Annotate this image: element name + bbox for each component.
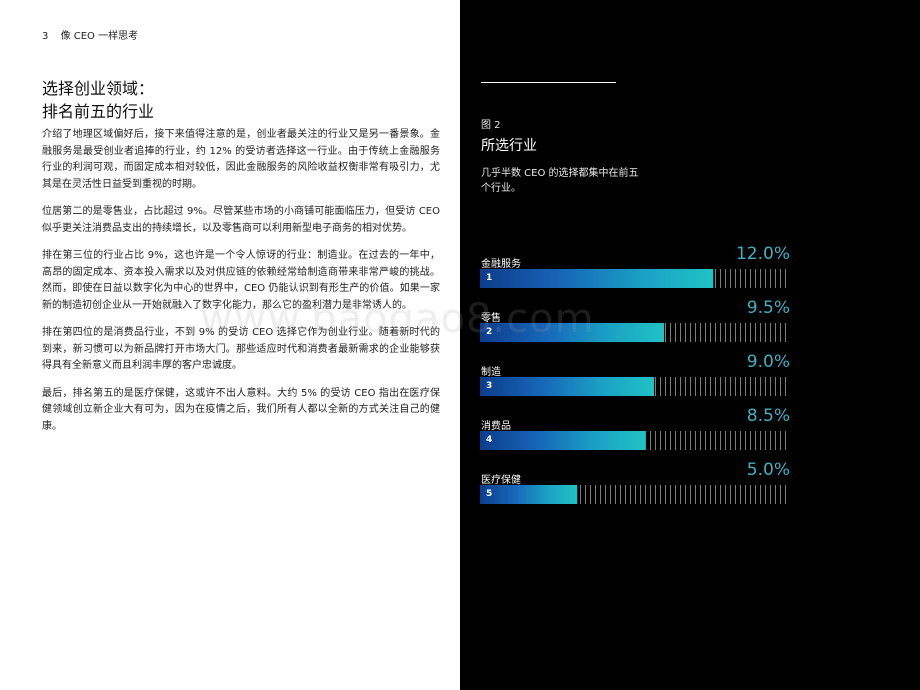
watermark: www.baogao8.com <box>200 296 595 342</box>
text-page: 3 像 CEO 一样思考 选择创业领域： 排名前五的行业 介绍了地理区域偏好后，… <box>42 27 440 446</box>
category-label: 消费品 <box>481 421 511 432</box>
rank-label: 4 <box>486 435 493 445</box>
rank-label: 1 <box>486 273 493 283</box>
paragraph: 位居第二的是零售业，占比超过 9%。尽管某些市场的小商铺可能面临压力，但受访 C… <box>42 206 440 234</box>
bar <box>480 323 665 342</box>
body-text: 介绍了地理区域偏好后，接下来值得注意的是，创业者最关注的行业又是另一番景象。金融… <box>42 127 440 446</box>
section-title-line-2: 排名前五的行业 <box>42 102 155 121</box>
paragraph: 最后，排名第五的是医疗保健，这或许不出人意料。大约 5% 的受访 CEO 指出在… <box>42 387 440 432</box>
chart-row: 医疗保健 5.0% 5 <box>480 460 790 516</box>
paragraph: 排在第四位的是消费品行业，不到 9% 的受访 CEO 选择它作为创业行业。随着新… <box>42 327 440 371</box>
page-number: 3 <box>42 31 49 42</box>
chart-row: 消费品 8.5% 4 <box>480 406 790 462</box>
value-label: 9.5% <box>746 298 790 318</box>
chart-row: 制造 9.0% 3 <box>480 352 790 408</box>
value-label: 5.0% <box>746 460 790 480</box>
bar <box>480 269 713 288</box>
category-label: 零售 <box>481 313 501 324</box>
value-label: 9.0% <box>746 352 790 372</box>
figure-subtitle: 几乎半数 CEO 的选择都集中在前五个行业。 <box>481 168 639 194</box>
running-title: 像 CEO 一样思考 <box>60 31 139 42</box>
bar <box>480 485 577 504</box>
chart-row: 金融服务 12.0% 1 <box>480 244 790 300</box>
figure-label: 图 2 <box>481 120 501 131</box>
category-label: 制造 <box>481 367 501 378</box>
divider-rule <box>481 82 616 83</box>
chart-row: 零售 9.5% 2 <box>480 298 790 354</box>
paragraph: 排在第三位的行业占比 9%，这也许是一个令人惊讶的行业：制造业。在过去的一年中，… <box>42 250 440 311</box>
category-label: 金融服务 <box>481 259 521 270</box>
category-label: 医疗保健 <box>481 475 521 486</box>
rank-label: 2 <box>486 327 493 337</box>
rank-label: 5 <box>486 489 493 499</box>
bar <box>480 377 655 396</box>
figure-title: 所选行业 <box>481 138 537 154</box>
paragraph: 介绍了地理区域偏好后，接下来值得注意的是，创业者最关注的行业又是另一番景象。金融… <box>42 129 440 190</box>
page-header: 3 像 CEO 一样思考 <box>42 27 138 42</box>
value-label: 12.0% <box>735 244 790 264</box>
figure-panel: 图 2 所选行业 几乎半数 CEO 的选择都集中在前五个行业。 金融服务 12.0… <box>460 0 920 690</box>
value-label: 8.5% <box>746 406 790 426</box>
section-title: 选择创业领域： 排名前五的行业 <box>42 77 422 123</box>
rank-label: 3 <box>486 381 493 391</box>
section-title-line-1: 选择创业领域： <box>42 79 155 98</box>
bar <box>480 431 645 450</box>
